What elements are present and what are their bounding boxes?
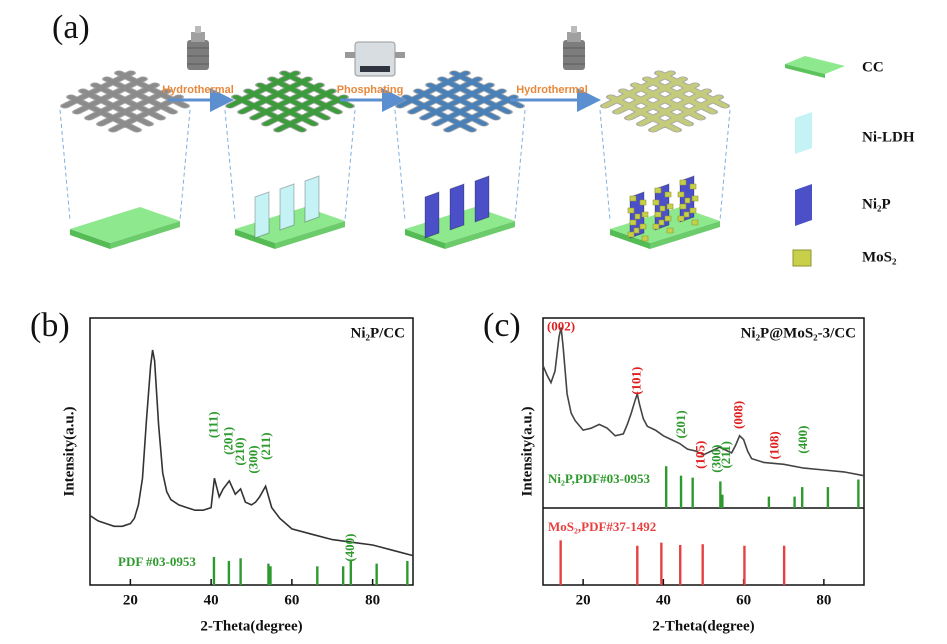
- x-tick-label: 40: [656, 592, 671, 608]
- sheet-ni2p: [424, 191, 440, 239]
- mesh-ni2p: [394, 70, 526, 136]
- reference-label: Ni₂P,PDF#03-0953: [548, 471, 650, 486]
- peak-label: (101): [628, 367, 643, 395]
- peak-label: (300): [709, 445, 724, 473]
- x-tick-label: 20: [123, 592, 138, 608]
- xrd-curve: [542, 327, 865, 477]
- legend-swatch: [792, 249, 812, 267]
- sheet-ni2p: [474, 175, 490, 223]
- peak-label: (111): [206, 411, 221, 438]
- peak-label: (201): [673, 410, 688, 438]
- autoclave-icon: [187, 26, 209, 70]
- y-axis-label: Intensity(a.u.): [61, 406, 77, 496]
- step-label: Hydrothermal: [516, 84, 588, 96]
- peak-label: (300): [246, 445, 261, 473]
- x-tick-label: 60: [284, 592, 299, 608]
- chart-title: Ni₂P/CC: [351, 325, 406, 341]
- xrd-curve: [89, 349, 414, 557]
- legend-swatch: [785, 64, 825, 78]
- sheet-ldh: [304, 175, 320, 223]
- peak-label: (105): [692, 441, 707, 469]
- legend-swatch: [795, 184, 812, 226]
- x-tick-label: 40: [204, 592, 219, 608]
- x-axis-label: 2-Theta(degree): [652, 618, 754, 634]
- mesh-cc: [59, 70, 191, 136]
- furnace-icon: [345, 41, 405, 77]
- reference-label: MoS₂,PDF#37-1492: [548, 519, 656, 534]
- peak-label: (210): [232, 437, 247, 465]
- peak-label: (211): [718, 441, 733, 468]
- legend-label: Ni-LDH: [862, 129, 915, 145]
- peak-label: (002): [547, 318, 575, 333]
- guide-lines: [59, 109, 731, 221]
- autoclave-icon: [563, 26, 585, 70]
- x-tick-label: 80: [365, 592, 380, 608]
- legend-swatch: [795, 112, 812, 154]
- legend: CC Ni-LDH Ni₂P MoS₂: [785, 56, 915, 267]
- y-axis-label: Intensity(a.u.): [519, 406, 535, 496]
- step-label: Hydrothermal: [162, 84, 234, 96]
- step-label: Phosphating: [337, 84, 404, 96]
- mesh-ldh: [224, 70, 356, 136]
- legend-label: MoS₂: [862, 249, 897, 265]
- mesh-mos2: [599, 70, 731, 136]
- sheet-ni2p: [449, 183, 465, 231]
- reference-label: PDF #03-0953: [118, 554, 196, 569]
- panel-label: (b): [30, 307, 70, 344]
- x-tick-label: 80: [816, 592, 831, 608]
- peak-label: (108): [767, 431, 782, 459]
- x-tick-label: 20: [576, 592, 591, 608]
- chart-title: Ni₂P@MoS₂-3/CC: [741, 325, 856, 341]
- charts: 20 40 60 80 2-Theta(degree) Intensity(a.u.) (b…: [30, 307, 865, 634]
- legend-label: CC: [862, 59, 884, 75]
- panel-label: (a): [52, 9, 90, 46]
- x-axis-label: 2-Theta(degree): [200, 618, 302, 634]
- sheet-ldh: [279, 183, 295, 231]
- x-tick-label: 60: [736, 592, 751, 608]
- legend-label: Ni₂P: [862, 196, 891, 212]
- peak-label: (400): [342, 534, 357, 562]
- peak-label: (400): [795, 426, 810, 454]
- sheet-ldh: [254, 191, 270, 239]
- legend-swatch: [785, 56, 845, 74]
- slab: [70, 207, 180, 249]
- plot-frame: [89, 317, 414, 586]
- panel-label: (c): [483, 307, 521, 344]
- peak-label: (008): [731, 401, 746, 429]
- peak-label: (211): [258, 432, 273, 459]
- peak-label: (201): [220, 427, 235, 455]
